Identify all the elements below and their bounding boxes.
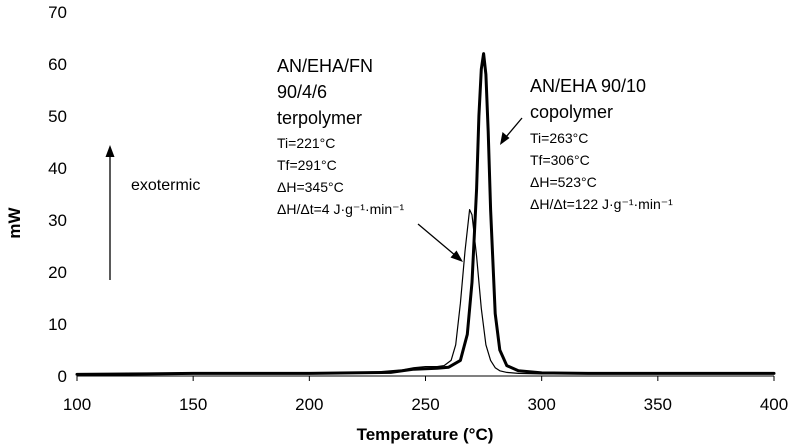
x-tick-label: 100 [63, 395, 91, 414]
x-tick-label: 200 [295, 395, 323, 414]
terpolymer-tf: Tf=291°C [277, 157, 337, 173]
terpolymer-dh: ΔH=345°C [277, 179, 344, 195]
exotermic-label: exotermic [131, 177, 200, 194]
y-ticks: 0 10 20 30 40 50 60 70 [48, 3, 67, 386]
terpolymer-title-1: AN/EHA/FN [277, 56, 373, 76]
copolymer-title-2: copolymer [530, 102, 613, 122]
y-tick-label: 70 [48, 3, 67, 22]
terpolymer-pointer [417, 223, 457, 257]
copolymer-curve [75, 52, 776, 376]
terpolymer-annotation: AN/EHA/FN 90/4/6 terpolymer Ti=221°C Tf=… [277, 56, 405, 217]
copolymer-tf: Tf=306°C [530, 152, 590, 168]
x-tick-label: 250 [411, 395, 439, 414]
terpolymer-curve [76, 209, 775, 375]
x-tick-label: 350 [644, 395, 672, 414]
y-axis-title: mW [5, 206, 24, 238]
copolymer-pointer [505, 117, 523, 138]
copolymer-annotation: AN/EHA 90/10 copolymer Ti=263°C Tf=306°C… [530, 76, 673, 212]
terpolymer-rate: ΔH/Δt=4 J·g⁻¹·min⁻¹ [277, 201, 405, 217]
x-tick-label: 400 [760, 395, 788, 414]
terpolymer-ti: Ti=221°C [277, 135, 335, 151]
y-tick-label: 0 [58, 367, 67, 386]
x-tick-label: 300 [527, 395, 555, 414]
terpolymer-title-3: terpolymer [277, 108, 362, 128]
x-tick-label: 150 [179, 395, 207, 414]
exotermic-arrowhead [105, 145, 115, 157]
series-group [75, 52, 776, 376]
y-tick-label: 40 [48, 159, 67, 178]
copolymer-pointer-head [500, 132, 510, 145]
y-tick-label: 30 [48, 211, 67, 230]
terpolymer-title-2: 90/4/6 [277, 82, 327, 102]
terpolymer-pointer-head [450, 250, 463, 262]
y-tick-label: 50 [48, 107, 67, 126]
copolymer-rate: ΔH/Δt=122 J·g⁻¹·min⁻¹ [530, 196, 673, 212]
x-ticks: 100 150 200 250 300 350 400 [63, 376, 788, 414]
y-tick-label: 20 [48, 263, 67, 282]
copolymer-title-1: AN/EHA 90/10 [530, 76, 646, 96]
copolymer-dh: ΔH=523°C [530, 174, 597, 190]
copolymer-ti: Ti=263°C [530, 130, 588, 146]
y-tick-label: 60 [48, 55, 67, 74]
y-tick-label: 10 [48, 315, 67, 334]
x-axis-title: Temperature (°C) [357, 425, 494, 444]
